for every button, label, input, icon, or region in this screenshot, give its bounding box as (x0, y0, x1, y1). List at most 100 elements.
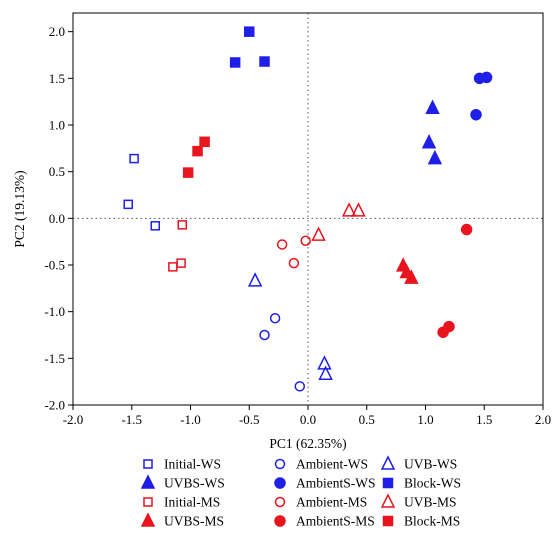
y-axis-label: PC2 (19.13%) (12, 170, 27, 247)
legend-label-ambients-ws: AmbientS-WS (296, 476, 376, 491)
x-tick-label: 1.0 (417, 412, 433, 427)
legend-label-uvbs-ms: UVBS-MS (164, 514, 224, 529)
data-point-uvb-ms (341, 202, 357, 217)
legend-marker-uvbs-ms (140, 512, 156, 527)
data-point-ambient-ms (288, 257, 300, 269)
legend-label-uvb-ms: UVB-MS (404, 495, 457, 510)
x-tick-label: -2.0 (63, 412, 84, 427)
data-point-ambient-ws (269, 312, 281, 324)
x-tick-label: 2.0 (535, 412, 551, 427)
data-point-uvbs-ws (427, 149, 443, 165)
y-tick-label: -1.5 (44, 351, 65, 366)
series-uvb-ws (247, 272, 333, 380)
data-point-block-ws (244, 26, 255, 37)
series-ambient-ms (276, 235, 311, 269)
legend-label-ambients-ms: AmbientS-MS (296, 514, 375, 529)
data-point-initial-ws (123, 199, 133, 210)
legend-marker-uvb-ms (380, 493, 396, 508)
data-point-initial-ms (177, 220, 188, 230)
legend-marker-ambients-ws (274, 477, 286, 489)
legend-item-ambient-ms: Ambient-MS (274, 495, 367, 510)
legend-item-block-ws: Block-WS (382, 476, 461, 491)
y-axis: -2.0 -1.5 -1.0 -0.5 0.0 0.5 1.0 1.5 2.0 (44, 24, 73, 413)
data-point-ambients-ms (460, 223, 473, 236)
data-point-ambient-ms (276, 239, 288, 250)
data-points (123, 26, 493, 392)
x-tick-label: -1.0 (180, 412, 201, 427)
x-axis: -2.0 -1.5 -1.0 -0.5 0.0 0.5 1.0 1.5 2.0 (63, 405, 551, 427)
data-point-uvbs-ms (404, 269, 419, 284)
legend-item-uvb-ws: UVB-WS (380, 455, 457, 472)
series-block-ms (182, 136, 210, 178)
data-point-initial-ws (150, 221, 160, 231)
y-tick-label: 0.5 (49, 164, 65, 179)
data-point-block-ms (182, 167, 194, 178)
series-initial-ws (123, 153, 160, 231)
series-initial-ms (168, 220, 188, 272)
x-tick-label: 1.5 (476, 412, 492, 427)
legend-item-ambients-ms: AmbientS-MS (274, 514, 375, 529)
series-ambients-ms (437, 223, 473, 338)
zero-reference-lines (73, 13, 543, 405)
data-point-uvbs-ws (421, 134, 437, 149)
y-tick-label: 1.0 (49, 118, 65, 133)
legend-label-uvbs-ws: UVBS-WS (164, 476, 225, 491)
data-point-block-ms (192, 145, 203, 157)
legend-label-ambient-ws: Ambient-WS (296, 457, 368, 472)
legend-marker-uvb-ws (380, 455, 396, 470)
data-point-initial-ws (129, 153, 139, 164)
series-block-ws (229, 26, 270, 68)
legend-marker-ambients-ms (274, 515, 286, 527)
legend-label-initial-ws: Initial-WS (164, 457, 221, 472)
series-ambient-ws (259, 312, 306, 392)
x-tick-label: -1.5 (121, 412, 142, 427)
data-point-block-ws (259, 56, 270, 67)
series-uvbs-ms (395, 257, 419, 284)
legend-marker-ambient-ws (274, 458, 286, 470)
legend-label-block-ms: Block-MS (404, 514, 460, 529)
data-point-block-ms (199, 136, 210, 148)
data-point-initial-ms (176, 258, 186, 268)
data-point-initial-ms (168, 262, 178, 272)
legend-marker-ambient-ms (274, 496, 286, 508)
data-point-uvb-ws (318, 365, 333, 380)
y-tick-label: 1.5 (49, 71, 65, 86)
data-point-uvb-ws (317, 355, 332, 370)
data-point-ambient-ms (300, 235, 311, 246)
series-uvbs-ws (421, 99, 443, 165)
legend-label-block-ws: Block-WS (404, 476, 461, 491)
data-point-block-ws (229, 57, 241, 68)
series-uvb-ms (311, 202, 366, 241)
data-point-ambients-ws (480, 71, 493, 84)
data-point-uvbs-ws (425, 99, 440, 114)
legend-marker-initial-ms (143, 497, 153, 507)
legend-item-block-ms: Block-MS (382, 514, 460, 529)
y-tick-label: -1.0 (44, 304, 65, 319)
legend-marker-block-ws (382, 477, 394, 489)
data-point-ambient-ws (294, 381, 306, 392)
series-ambients-ws (470, 71, 493, 121)
legend-item-initial-ws: Initial-WS (143, 457, 221, 472)
y-tick-label: 2.0 (49, 24, 65, 39)
x-axis-label: PC1 (62.35%) (269, 436, 346, 451)
data-point-uvb-ms (351, 202, 366, 217)
legend-marker-uvbs-ws (140, 474, 156, 489)
data-point-uvb-ms (311, 226, 326, 241)
legend-label-uvb-ws: UVB-WS (404, 457, 457, 472)
legend: Initial-WS Ambient-WS UVB-WS UVBS-WS Ambient… (140, 455, 461, 529)
legend-item-ambients-ws: AmbientS-WS (274, 476, 376, 491)
x-tick-label: 0.0 (300, 412, 316, 427)
y-tick-label: -2.0 (44, 398, 65, 413)
legend-item-initial-ms: Initial-MS (143, 495, 220, 510)
legend-label-ambient-ms: Ambient-MS (296, 495, 367, 510)
legend-item-uvb-ms: UVB-MS (380, 493, 457, 510)
y-tick-label: 0.0 (49, 211, 65, 226)
legend-item-ambient-ws: Ambient-WS (274, 457, 368, 472)
legend-label-initial-ms: Initial-MS (164, 495, 220, 510)
y-tick-label: -0.5 (44, 258, 65, 273)
legend-item-uvbs-ms: UVBS-MS (140, 512, 224, 529)
x-tick-label: 0.5 (359, 412, 375, 427)
legend-marker-block-ms (382, 515, 394, 527)
legend-item-uvbs-ws: UVBS-WS (140, 474, 225, 491)
